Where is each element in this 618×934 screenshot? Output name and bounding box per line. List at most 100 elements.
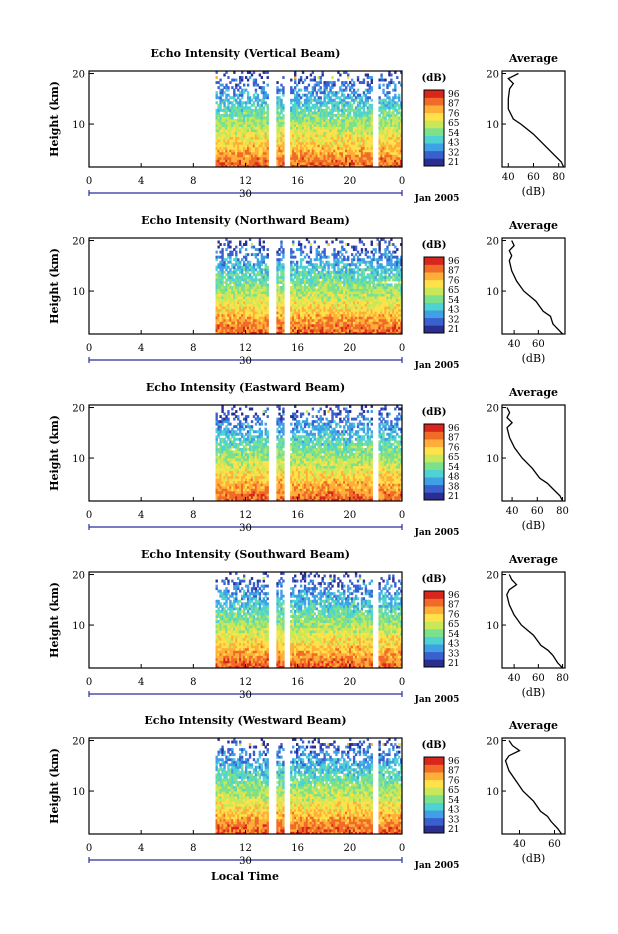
echo-cell bbox=[282, 106, 284, 109]
echo-cell bbox=[349, 101, 351, 104]
echo-cell bbox=[294, 76, 296, 79]
echo-cell bbox=[233, 89, 235, 92]
echo-cell bbox=[243, 84, 245, 87]
echo-cell bbox=[316, 268, 318, 271]
echo-cell bbox=[216, 258, 218, 261]
panel-title: Echo Intensity (Northward Beam) bbox=[141, 214, 350, 227]
echo-cell bbox=[267, 137, 269, 140]
echo-cell bbox=[357, 266, 359, 269]
echo-cell bbox=[282, 281, 284, 284]
echo-cell bbox=[380, 263, 382, 266]
echo-cell bbox=[341, 261, 343, 264]
echo-cell bbox=[282, 149, 284, 152]
echo-cell bbox=[323, 268, 325, 271]
echo-cell bbox=[249, 263, 251, 266]
echo-cell bbox=[216, 91, 218, 94]
echo-cell bbox=[347, 74, 349, 77]
echo-cell bbox=[263, 99, 265, 102]
echo-cell bbox=[318, 278, 320, 281]
echo-cell bbox=[322, 74, 324, 77]
echo-cell bbox=[221, 283, 223, 286]
echo-cell bbox=[378, 84, 380, 87]
echo-cell bbox=[239, 86, 241, 89]
colorbar-tick-label: 21 bbox=[448, 158, 459, 168]
echo-cell bbox=[245, 89, 247, 92]
echo-cell bbox=[267, 119, 269, 122]
echo-cell bbox=[261, 271, 263, 274]
echo-cell bbox=[233, 96, 235, 99]
colorbar-tick-label: 65 bbox=[448, 119, 460, 129]
echo-cell bbox=[267, 324, 269, 327]
echo-cell bbox=[267, 286, 269, 289]
echo-cell bbox=[263, 81, 265, 84]
echo-cell bbox=[229, 81, 231, 84]
echo-cell bbox=[233, 91, 235, 94]
echo-cell bbox=[371, 263, 373, 266]
echo-cell bbox=[363, 273, 365, 276]
echo-cell bbox=[282, 134, 284, 137]
echo-cell bbox=[371, 137, 373, 140]
echo-cell bbox=[320, 89, 322, 92]
echo-cell bbox=[223, 91, 225, 94]
echo-cell bbox=[267, 326, 269, 329]
echo-cell bbox=[363, 109, 365, 112]
echo-cell bbox=[320, 96, 322, 99]
echo-cell bbox=[329, 273, 331, 276]
echo-cell bbox=[341, 91, 343, 94]
echo-cell bbox=[345, 81, 347, 84]
echo-cell bbox=[300, 96, 302, 99]
echo-cell bbox=[314, 86, 316, 89]
echo-cell bbox=[398, 266, 400, 269]
echo-cell bbox=[290, 101, 292, 104]
echo-cell bbox=[282, 154, 284, 157]
echo-cell bbox=[304, 79, 306, 82]
echo-cell bbox=[233, 266, 235, 269]
echo-cell bbox=[369, 96, 371, 99]
echo-cell bbox=[363, 81, 365, 84]
echo-cell bbox=[249, 101, 251, 104]
echo-cell bbox=[294, 81, 296, 84]
echo-cell bbox=[398, 281, 400, 284]
echo-cell bbox=[337, 111, 339, 114]
echo-cell bbox=[241, 94, 243, 97]
echo-cell bbox=[229, 283, 231, 286]
echo-cell bbox=[239, 261, 241, 264]
echo-cell bbox=[280, 111, 282, 114]
echo-cell bbox=[255, 79, 257, 82]
echo-cell bbox=[267, 127, 269, 130]
echo-cell bbox=[267, 266, 269, 269]
echo-cell bbox=[371, 139, 373, 142]
echo-cell bbox=[357, 276, 359, 279]
echo-cell bbox=[265, 281, 267, 284]
echo-cell bbox=[267, 159, 269, 162]
echo-cell bbox=[245, 273, 247, 276]
echo-cell bbox=[380, 273, 382, 276]
echo-cell bbox=[353, 268, 355, 271]
echo-cell bbox=[398, 99, 400, 102]
echo-cell bbox=[357, 89, 359, 92]
echo-cell bbox=[243, 261, 245, 264]
echo-cell bbox=[253, 104, 255, 107]
echo-cell bbox=[267, 301, 269, 304]
echo-cell bbox=[219, 96, 221, 99]
echo-cell bbox=[276, 271, 278, 274]
echo-cell bbox=[320, 76, 322, 79]
echo-cell bbox=[375, 276, 377, 279]
echo-cell bbox=[255, 281, 257, 284]
echo-cell bbox=[357, 76, 359, 79]
echo-cell bbox=[216, 101, 218, 104]
echo-cell bbox=[282, 159, 284, 162]
echo-cell bbox=[380, 74, 382, 77]
echo-cell bbox=[265, 263, 267, 266]
echo-cell bbox=[267, 104, 269, 107]
echo-cell bbox=[318, 84, 320, 87]
echo-cell bbox=[329, 96, 331, 99]
echo-cell bbox=[241, 76, 243, 79]
echo-cell bbox=[227, 99, 229, 102]
echo-cell bbox=[361, 99, 363, 102]
echo-cell bbox=[371, 134, 373, 137]
echo-cell bbox=[253, 271, 255, 274]
echo-cell bbox=[239, 99, 241, 102]
echo-cell bbox=[282, 122, 284, 125]
